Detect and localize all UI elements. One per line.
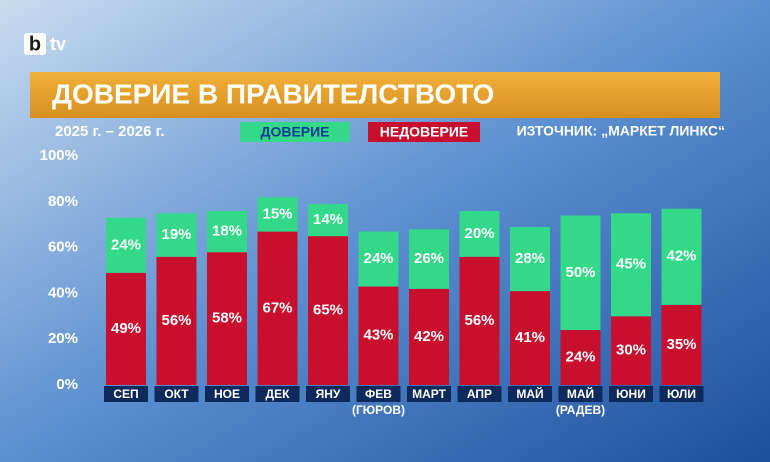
title-bar	[30, 72, 720, 118]
x-tick-label: ФЕВ	[365, 387, 392, 401]
logo-mark: b	[29, 33, 41, 55]
logo-box	[24, 33, 46, 55]
category-box	[154, 386, 199, 402]
value-label: 45%	[616, 256, 646, 273]
value-label: 24%	[363, 250, 393, 267]
chart-title: ДОВЕРИЕ В ПРАВИТЕЛСТВОТО	[52, 78, 494, 109]
bar-segment	[510, 226, 550, 292]
bar-segment	[106, 217, 146, 273]
category-box	[659, 386, 704, 402]
value-label: 58%	[212, 310, 242, 327]
bar-segment	[409, 288, 449, 385]
value-label: 56%	[161, 312, 191, 329]
logo-text: tv	[50, 34, 66, 54]
value-label: 24%	[111, 236, 141, 253]
x-tick-label: СЕП	[113, 387, 138, 401]
value-label: 56%	[464, 312, 494, 329]
value-label: 28%	[515, 250, 545, 267]
x-tick-label: НОЕ	[214, 387, 240, 401]
bar-segment	[257, 231, 298, 385]
value-label: 19%	[161, 226, 191, 243]
value-label: 18%	[212, 223, 242, 240]
x-tick-label: ОКТ	[164, 387, 189, 401]
bar-segment	[611, 213, 651, 317]
value-label: 24%	[565, 348, 595, 365]
x-tick-label: ЮЛИ	[667, 387, 696, 401]
value-label: 35%	[666, 336, 696, 353]
category-box	[356, 386, 401, 402]
y-tick-label: 40%	[48, 284, 78, 301]
value-label: 15%	[262, 205, 292, 222]
x-tick-label: ДЕК	[266, 387, 291, 401]
category-box	[104, 386, 148, 402]
x-tick-label: ЮНИ	[616, 387, 646, 401]
value-label: 67%	[262, 299, 292, 316]
bar-segment	[611, 316, 651, 385]
source: ИЗТОЧНИК: „МАРКЕТ ЛИНКС“	[517, 123, 725, 139]
y-tick-label: 80%	[48, 193, 78, 210]
x-tick-label: МАЙ	[516, 386, 543, 401]
x-tick-label: АПР	[467, 387, 492, 401]
category-note: (РАДЕВ)	[556, 403, 605, 417]
value-label: 26%	[414, 250, 444, 267]
bar-segment	[560, 215, 601, 331]
x-tick-label: МАЙ	[567, 386, 594, 401]
y-tick-label: 100%	[40, 147, 78, 164]
bar-segment	[308, 236, 348, 385]
bar-segment	[257, 197, 298, 232]
category-box	[255, 386, 300, 402]
category-box	[407, 386, 451, 402]
bar-segment	[560, 330, 601, 385]
x-tick-label: МАРТ	[412, 387, 447, 401]
category-box	[609, 386, 653, 402]
bar-segment	[510, 291, 550, 385]
legend-swatch	[368, 122, 480, 142]
value-label: 42%	[666, 248, 696, 265]
bar-segment	[106, 272, 146, 385]
bar-segment	[358, 231, 399, 287]
subtitle: 2025 г. – 2026 г.	[55, 123, 165, 140]
bar-segment	[207, 210, 247, 253]
bar-segment	[661, 208, 702, 305]
bar-segment	[207, 252, 247, 385]
bar-segment	[156, 213, 197, 257]
category-box	[508, 386, 552, 402]
bar-segment	[156, 256, 197, 385]
value-label: 50%	[565, 264, 595, 281]
y-tick-label: 60%	[48, 239, 78, 256]
y-tick-label: 20%	[48, 330, 78, 347]
bar-segment	[358, 286, 399, 385]
legend-label: НЕДОВЕРИЕ	[380, 124, 469, 140]
bar-segment	[459, 210, 500, 257]
value-label: 14%	[313, 211, 343, 228]
category-box	[205, 386, 249, 402]
value-label: 43%	[363, 327, 393, 344]
x-tick-label: ЯНУ	[316, 387, 341, 401]
bar-segment	[661, 304, 702, 385]
legend-swatch	[240, 122, 350, 142]
category-box	[558, 386, 603, 402]
bar-segment	[308, 204, 348, 237]
category-box	[306, 386, 350, 402]
legend-label: ДОВЕРИЕ	[260, 124, 329, 140]
value-label: 30%	[616, 342, 646, 359]
bar-segment	[459, 256, 500, 385]
category-note: (ГЮРОВ)	[352, 403, 405, 417]
value-label: 65%	[313, 302, 343, 319]
category-box	[457, 386, 502, 402]
bar-segment	[409, 229, 449, 289]
y-tick-label: 0%	[56, 376, 78, 393]
value-label: 20%	[464, 225, 494, 242]
value-label: 41%	[515, 329, 545, 346]
value-label: 42%	[414, 328, 444, 345]
value-label: 49%	[111, 320, 141, 337]
